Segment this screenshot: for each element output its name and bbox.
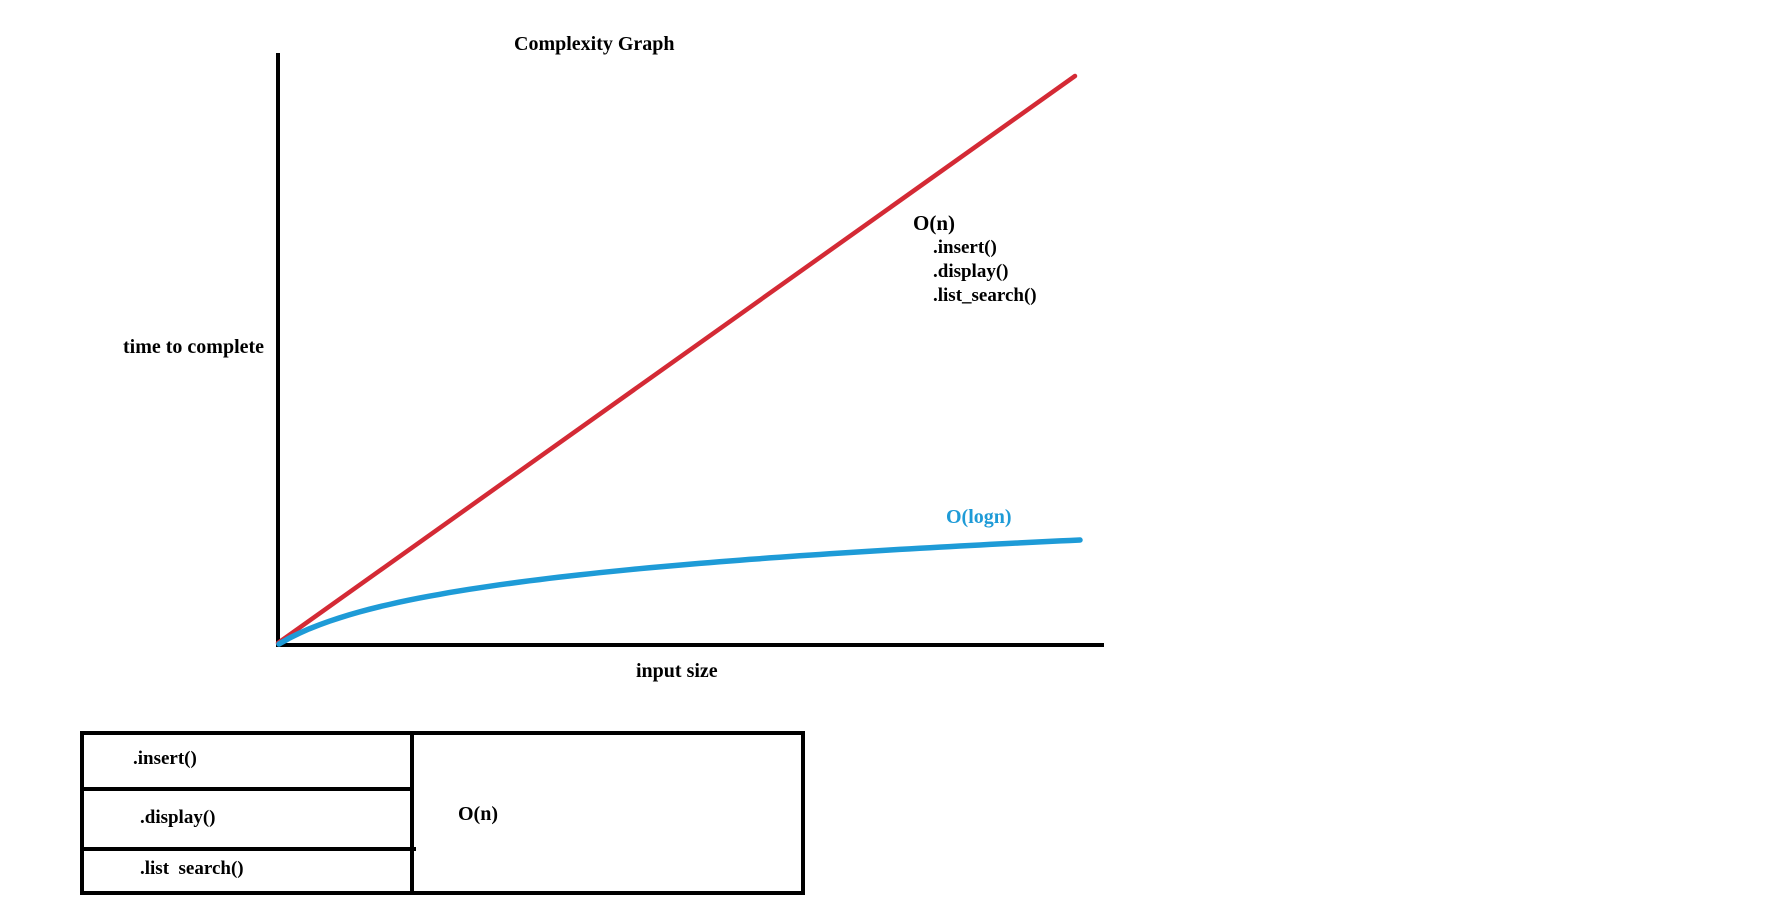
x-axis-label: input size [636, 660, 718, 682]
linear-method-list-search: .list_search() [933, 285, 1037, 306]
linear-method-insert: .insert() [933, 237, 997, 258]
linear-complexity-line [275, 73, 1078, 646]
linear-method-display: .display() [933, 261, 1009, 282]
table-row-list-search: .list search() [140, 858, 244, 879]
logarithmic-complexity-curve [276, 537, 1083, 647]
table-complexity-value: O(n) [458, 803, 498, 825]
table-row-display: .display() [140, 807, 216, 828]
log-curve-label: O(logn) [946, 506, 1012, 528]
graph-title: Complexity Graph [514, 33, 675, 55]
linear-curve-label: O(n) [913, 211, 955, 235]
table-row-insert: .insert() [133, 748, 197, 769]
y-axis-label: time to complete [123, 336, 265, 358]
table-border [80, 731, 805, 895]
